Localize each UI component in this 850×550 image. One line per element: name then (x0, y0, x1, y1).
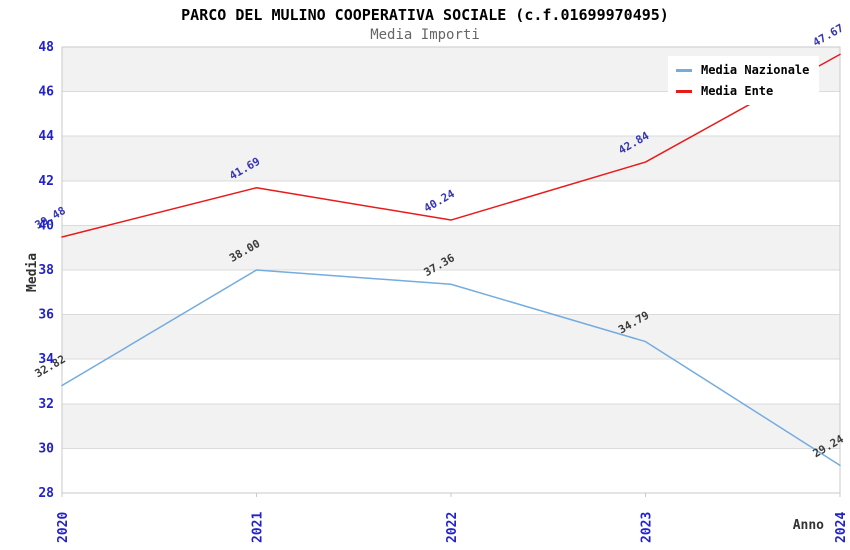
y-tick-label: 32 (38, 397, 54, 412)
legend-item-media-nazionale: Media Nazionale (676, 63, 809, 77)
chart-legend: Media Nazionale Media Ente (668, 56, 820, 105)
y-tick-label: 30 (38, 441, 54, 456)
y-tick-label: 38 (38, 263, 54, 278)
y-axis-title: Media (25, 253, 40, 292)
series-line-media-nazionale (61, 269, 841, 467)
y-tick-label: 44 (38, 129, 54, 144)
x-axis-title: Anno (793, 518, 824, 533)
y-tick-label: 46 (38, 85, 54, 100)
y-tick-label: 40 (38, 218, 54, 233)
y-tick-label: 36 (38, 308, 54, 323)
point-label-media-ente: 40.24 (422, 187, 458, 215)
legend-label: Media Ente (701, 84, 774, 98)
series-line-media-ente (61, 53, 841, 238)
legend-item-media-ente: Media Ente (676, 84, 809, 98)
grid-band (62, 314, 840, 360)
grid-band (62, 225, 840, 270)
grid-band (62, 403, 840, 449)
grid-bands (62, 47, 840, 449)
x-tick-label: 2021 (251, 512, 266, 543)
legend-swatch-media-nazionale (676, 68, 692, 72)
x-tick-label: 2023 (640, 512, 655, 543)
y-tick-label: 42 (38, 174, 54, 189)
legend-swatch-media-ente (676, 89, 692, 93)
x-tick-label: 2020 (56, 512, 71, 543)
grid-band (62, 136, 840, 181)
y-tick-label: 48 (38, 40, 54, 55)
x-tick-label: 2024 (834, 512, 849, 543)
x-axis-ticks: 2020 2021 2022 2023 2024 (56, 493, 849, 543)
legend-label: Media Nazionale (701, 63, 810, 77)
y-tick-label: 28 (38, 486, 54, 501)
y-tick-label: 34 (38, 352, 54, 367)
gridlines (62, 46, 840, 494)
x-tick-label: 2022 (445, 512, 460, 543)
chart-subtitle: Media Importi (370, 27, 480, 43)
series-lines (61, 53, 841, 467)
y-axis-ticks: 28 30 32 34 36 38 40 42 44 46 48 (38, 40, 54, 501)
chart-title: PARCO DEL MULINO COOPERATIVA SOCIALE (c.… (181, 6, 669, 24)
